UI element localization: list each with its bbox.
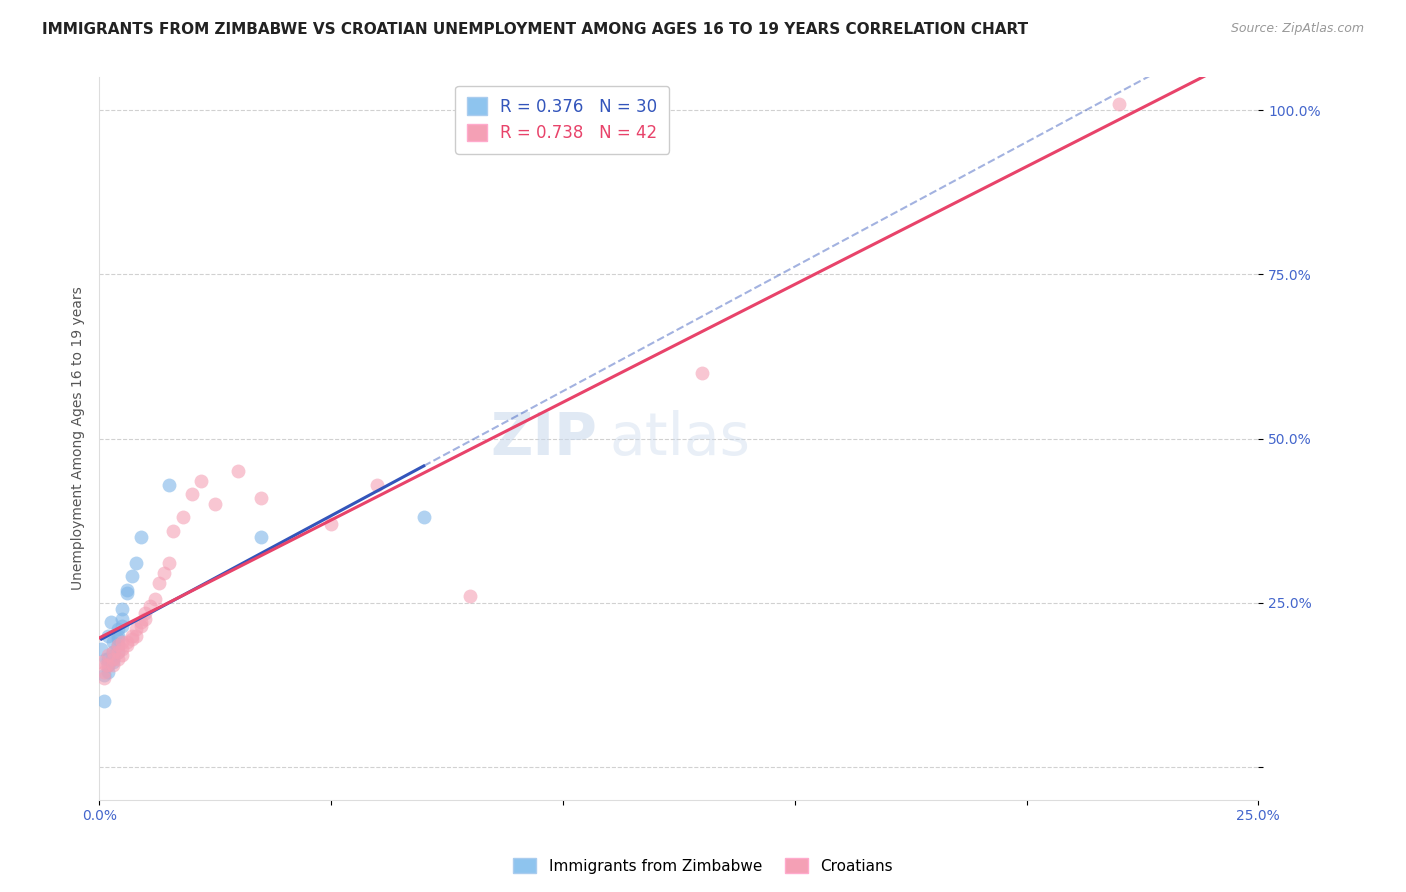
Point <box>107 622 129 636</box>
Point <box>97 665 120 679</box>
Point <box>101 645 124 659</box>
Point <box>97 658 120 673</box>
Point <box>172 510 194 524</box>
Point <box>204 497 226 511</box>
Point <box>121 632 143 646</box>
Point <box>139 599 162 613</box>
Point <box>690 366 713 380</box>
Point <box>148 576 170 591</box>
Point <box>250 530 273 544</box>
Text: Source: ZipAtlas.com: Source: ZipAtlas.com <box>1230 22 1364 36</box>
Point <box>157 477 180 491</box>
Point <box>153 566 176 581</box>
Point <box>143 592 166 607</box>
Point <box>97 651 120 665</box>
Point <box>121 629 143 643</box>
Point <box>107 629 129 643</box>
Y-axis label: Unemployment Among Ages 16 to 19 years: Unemployment Among Ages 16 to 19 years <box>72 286 86 591</box>
Point <box>107 651 129 665</box>
Point <box>115 586 138 600</box>
Text: IMMIGRANTS FROM ZIMBABWE VS CROATIAN UNEMPLOYMENT AMONG AGES 16 TO 19 YEARS CORR: IMMIGRANTS FROM ZIMBABWE VS CROATIAN UNE… <box>42 22 1028 37</box>
Point <box>93 665 115 679</box>
Point <box>412 510 434 524</box>
Point <box>134 612 156 626</box>
Point <box>180 487 202 501</box>
Point <box>111 641 134 656</box>
Point <box>458 589 481 603</box>
Point <box>90 655 112 669</box>
Point <box>111 602 134 616</box>
Point <box>107 639 129 653</box>
Point <box>129 530 152 544</box>
Point <box>107 645 129 659</box>
Point <box>100 615 122 630</box>
Point <box>157 557 180 571</box>
Point <box>121 569 143 583</box>
Point <box>101 635 124 649</box>
Point <box>111 619 134 633</box>
Point <box>101 645 124 659</box>
Point <box>101 651 124 665</box>
Point <box>226 465 249 479</box>
Point <box>101 648 124 663</box>
Point <box>111 635 134 649</box>
Point <box>111 612 134 626</box>
Point <box>93 694 115 708</box>
Point <box>101 651 124 665</box>
Point <box>1108 96 1130 111</box>
Point <box>111 648 134 663</box>
Point <box>190 475 212 489</box>
Point <box>134 606 156 620</box>
Point <box>93 668 115 682</box>
Point <box>125 622 148 636</box>
Point <box>97 629 120 643</box>
Text: atlas: atlas <box>609 410 751 467</box>
Point <box>115 582 138 597</box>
Point <box>107 639 129 653</box>
Legend: R = 0.376   N = 30, R = 0.738   N = 42: R = 0.376 N = 30, R = 0.738 N = 42 <box>456 86 669 153</box>
Point <box>107 645 129 659</box>
Legend: Immigrants from Zimbabwe, Croatians: Immigrants from Zimbabwe, Croatians <box>508 852 898 880</box>
Point <box>93 671 115 685</box>
Point <box>101 655 124 669</box>
Point <box>366 477 388 491</box>
Point <box>250 491 273 505</box>
Point <box>101 658 124 673</box>
Point <box>319 516 342 531</box>
Point <box>94 658 117 673</box>
Point <box>125 629 148 643</box>
Point <box>94 651 117 665</box>
Point <box>115 639 138 653</box>
Point <box>97 658 120 673</box>
Point <box>115 635 138 649</box>
Point <box>90 641 112 656</box>
Point <box>107 632 129 646</box>
Point <box>162 524 184 538</box>
Text: ZIP: ZIP <box>491 410 598 467</box>
Point <box>97 648 120 663</box>
Point <box>125 557 148 571</box>
Point <box>129 615 152 630</box>
Point <box>129 619 152 633</box>
